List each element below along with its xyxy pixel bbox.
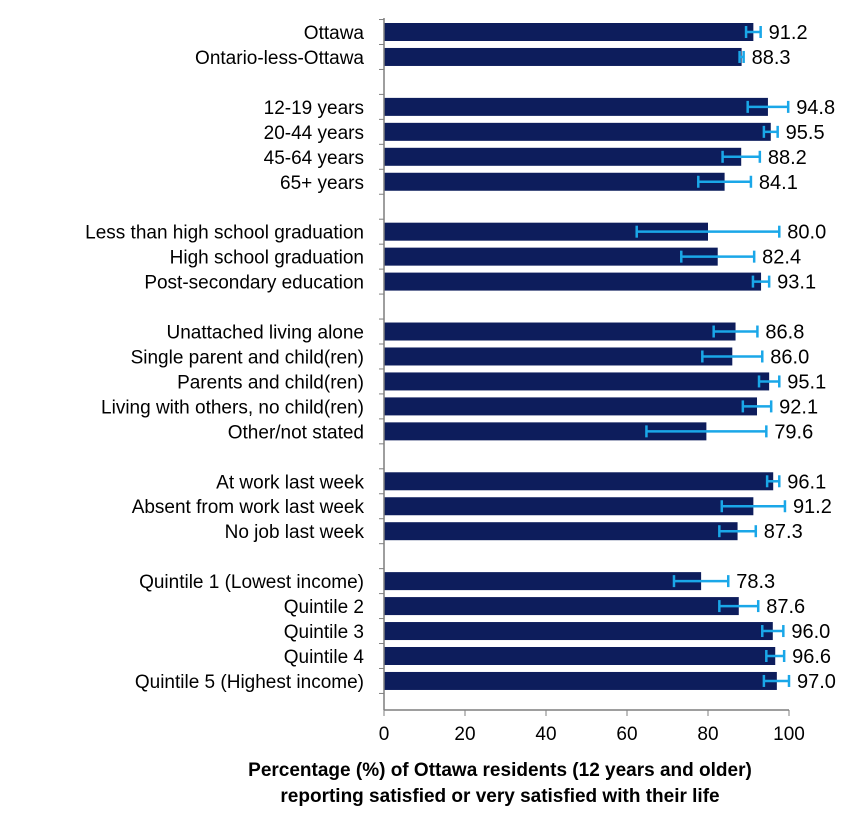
- category-label: 20-44 years: [264, 123, 364, 144]
- data-label: 79.6: [774, 421, 813, 443]
- data-label: 96.6: [792, 646, 831, 668]
- bar: [384, 147, 742, 166]
- bar: [384, 647, 776, 665]
- bar: [384, 47, 742, 66]
- data-label: 84.1: [759, 172, 798, 194]
- category-label: Other/not stated: [228, 422, 364, 443]
- data-label: 88.3: [752, 47, 791, 69]
- bar: [384, 522, 738, 541]
- bar: [384, 247, 718, 266]
- x-axis-title: Percentage (%) of Ottawa residents (12 y…: [120, 758, 852, 810]
- data-label: 96.1: [787, 471, 826, 493]
- x-tick-label: 0: [379, 724, 390, 745]
- category-label: Quintile 3: [284, 622, 364, 643]
- x-tick-label: 100: [773, 724, 805, 745]
- category-label: Quintile 4: [284, 647, 365, 668]
- data-label: 86.0: [770, 346, 809, 368]
- bar: [384, 222, 708, 241]
- x-axis-title-line-1: Percentage (%) of Ottawa residents (12 y…: [248, 760, 752, 781]
- category-label: Quintile 2: [284, 597, 364, 618]
- bar: [384, 23, 754, 41]
- bar: [384, 622, 773, 641]
- category-label: Ottawa: [304, 23, 365, 44]
- x-tick-label: 20: [454, 724, 475, 745]
- x-tick-label: 60: [616, 724, 637, 745]
- data-label: 86.8: [765, 322, 804, 344]
- category-label: 12-19 years: [264, 98, 364, 119]
- data-label: 87.3: [764, 521, 803, 543]
- category-label: High school graduation: [170, 248, 364, 269]
- data-label: 96.0: [791, 621, 830, 643]
- data-label: 93.1: [777, 272, 816, 294]
- data-label: 82.4: [762, 247, 801, 269]
- data-label: 88.2: [768, 147, 807, 169]
- data-label: 80.0: [787, 222, 826, 244]
- bar: [384, 572, 702, 591]
- category-label: Single parent and child(ren): [131, 347, 364, 368]
- category-label: Less than high school graduation: [85, 223, 364, 244]
- data-label: 95.5: [786, 122, 825, 144]
- bar: [384, 472, 774, 491]
- category-label: Living with others, no child(ren): [101, 397, 364, 418]
- bar: [384, 272, 762, 291]
- category-label: Absent from work last week: [132, 497, 365, 518]
- bar: [384, 422, 707, 441]
- bar: [384, 347, 733, 366]
- bar: [384, 97, 768, 116]
- category-label: 45-64 years: [264, 148, 364, 169]
- bar: [384, 397, 758, 416]
- category-label: Parents and child(ren): [177, 372, 364, 393]
- data-label: 94.8: [796, 97, 835, 119]
- x-tick-label: 80: [697, 724, 718, 745]
- category-label: No job last week: [225, 522, 365, 543]
- bar: [384, 497, 754, 516]
- x-axis-title-line-2: reporting satisfied or very satisfied wi…: [280, 786, 720, 807]
- bar: [384, 172, 725, 191]
- data-label: 91.2: [769, 22, 808, 44]
- category-label: Quintile 1 (Lowest income): [139, 572, 364, 593]
- x-tick-label: 40: [535, 724, 556, 745]
- data-label: 92.1: [779, 396, 818, 418]
- bar: [384, 671, 777, 690]
- category-label: At work last week: [216, 472, 364, 493]
- category-label: Quintile 5 (Highest income): [135, 672, 364, 693]
- bar: [384, 122, 771, 141]
- bar: [384, 597, 739, 616]
- bar: [384, 322, 736, 341]
- category-label: 65+ years: [280, 173, 364, 194]
- data-label: 87.6: [766, 596, 805, 618]
- category-label: Ontario-less-Ottawa: [195, 48, 364, 69]
- data-label: 78.3: [736, 571, 775, 593]
- data-label: 95.1: [787, 371, 826, 393]
- category-label: Unattached living alone: [166, 323, 364, 344]
- data-label: 91.2: [793, 496, 832, 518]
- bar: [384, 372, 770, 391]
- category-label: Post-secondary education: [144, 273, 364, 294]
- data-label: 97.0: [797, 671, 836, 693]
